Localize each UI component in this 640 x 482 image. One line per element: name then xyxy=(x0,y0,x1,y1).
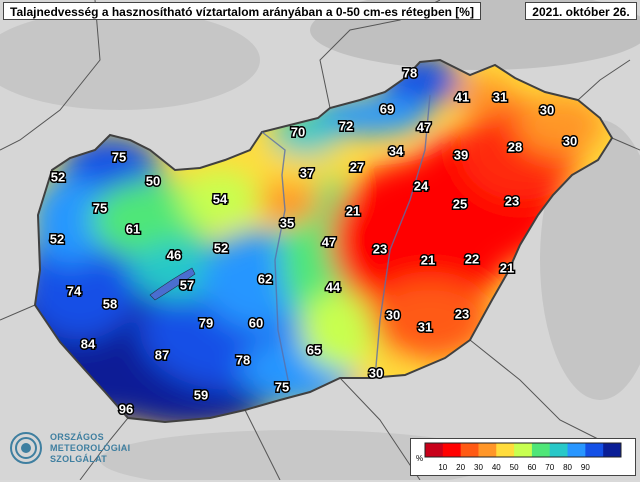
station-labels: 78 69 41 31 30 70 72 47 30 28 75 34 39 37 27 52 50 24 54 25… xyxy=(48,64,578,418)
station-value: 72 xyxy=(339,119,353,134)
legend-swatch xyxy=(442,443,462,457)
station-value: 22 xyxy=(465,252,479,267)
station-value: 52 xyxy=(50,232,64,247)
station-value: 35 xyxy=(280,216,294,231)
station-value: 59 xyxy=(194,388,208,403)
legend-tick: 40 xyxy=(492,463,501,472)
legend-swatch xyxy=(425,443,444,457)
station-value: 87 xyxy=(155,348,169,363)
legend-frame xyxy=(424,442,622,458)
station-value: 52 xyxy=(214,241,228,256)
station-value: 58 xyxy=(103,297,117,312)
station-value: 75 xyxy=(275,380,289,395)
station-value: 30 xyxy=(369,366,383,381)
lake-balaton xyxy=(149,267,196,301)
station-value: 34 xyxy=(389,144,404,159)
logo-line-1: ORSZÁGOS xyxy=(50,432,104,442)
legend-tick: 10 xyxy=(438,463,447,472)
station-value: 62 xyxy=(258,272,272,287)
omsz-logo-text: ORSZÁGOS METEOROLÓGIAI SZOLGÁLAT xyxy=(50,432,130,465)
legend-swatch xyxy=(567,443,586,457)
legend-swatch xyxy=(460,443,479,457)
station-value: 65 xyxy=(307,343,321,358)
rivers xyxy=(261,94,431,391)
station-value: 21 xyxy=(421,253,435,268)
station-value: 61 xyxy=(126,222,140,237)
legend-swatch xyxy=(496,443,515,457)
station-value: 75 xyxy=(93,201,107,216)
legend-tick: 50 xyxy=(510,463,519,472)
station-value: 23 xyxy=(373,242,387,257)
legend-swatch xyxy=(603,443,622,457)
station-value: 54 xyxy=(213,192,228,207)
station-value: 44 xyxy=(326,280,341,295)
station-value: 31 xyxy=(418,320,432,335)
legend-swatch xyxy=(478,443,497,457)
legend-tick: 70 xyxy=(545,463,554,472)
station-value: 24 xyxy=(414,179,429,194)
station-value: 27 xyxy=(350,160,364,175)
station-value: 96 xyxy=(119,402,133,417)
station-value: 21 xyxy=(500,261,514,276)
station-value: 79 xyxy=(199,316,213,331)
legend-scale: % 10 20 30 40 50 60 70 80 90 xyxy=(416,442,622,472)
station-value: 70 xyxy=(291,125,305,140)
map-date: 2021. október 26. xyxy=(525,2,637,20)
station-value: 47 xyxy=(322,235,336,250)
station-value: 21 xyxy=(346,204,360,219)
logo-line-3: SZOLGÁLAT xyxy=(50,454,108,464)
station-value: 52 xyxy=(51,170,65,185)
station-value: 25 xyxy=(453,197,467,212)
station-value: 74 xyxy=(67,284,82,299)
station-value: 41 xyxy=(455,90,469,105)
legend-unit: % xyxy=(416,454,423,463)
legend-tick: 80 xyxy=(563,463,572,472)
legend-tick: 30 xyxy=(474,463,483,472)
station-value: 78 xyxy=(236,353,250,368)
station-value: 31 xyxy=(493,90,507,105)
station-value: 47 xyxy=(417,120,431,135)
station-value: 84 xyxy=(81,337,96,352)
station-value: 39 xyxy=(454,148,468,163)
legend-swatch xyxy=(585,443,604,457)
color-legend: % 10 20 30 40 50 60 70 80 90 xyxy=(410,438,636,476)
station-value: 78 xyxy=(403,66,417,81)
legend-swatch xyxy=(531,443,551,457)
legend-swatch xyxy=(549,443,569,457)
omsz-logo: ORSZÁGOS METEOROLÓGIAI SZOLGÁLAT xyxy=(8,430,138,474)
station-value: 57 xyxy=(180,278,194,293)
map-title: Talajnedvesség a hasznosítható víztartal… xyxy=(3,2,481,20)
station-value: 30 xyxy=(386,308,400,323)
legend-tick: 90 xyxy=(581,463,590,472)
legend-tick: 60 xyxy=(527,463,536,472)
station-value: 28 xyxy=(508,140,522,155)
station-value: 75 xyxy=(112,150,126,165)
station-value: 60 xyxy=(249,316,263,331)
legend-tick: 20 xyxy=(456,463,465,472)
legend-swatch xyxy=(514,443,533,457)
omsz-logo-icon xyxy=(10,432,42,464)
station-value: 23 xyxy=(455,307,469,322)
station-value: 30 xyxy=(563,134,577,149)
station-value: 23 xyxy=(505,194,519,209)
logo-line-2: METEOROLÓGIAI xyxy=(50,443,131,453)
station-value: 50 xyxy=(146,174,160,189)
station-value: 30 xyxy=(540,103,554,118)
station-value: 46 xyxy=(167,248,181,263)
station-value: 37 xyxy=(300,166,314,181)
station-value: 69 xyxy=(380,102,394,117)
